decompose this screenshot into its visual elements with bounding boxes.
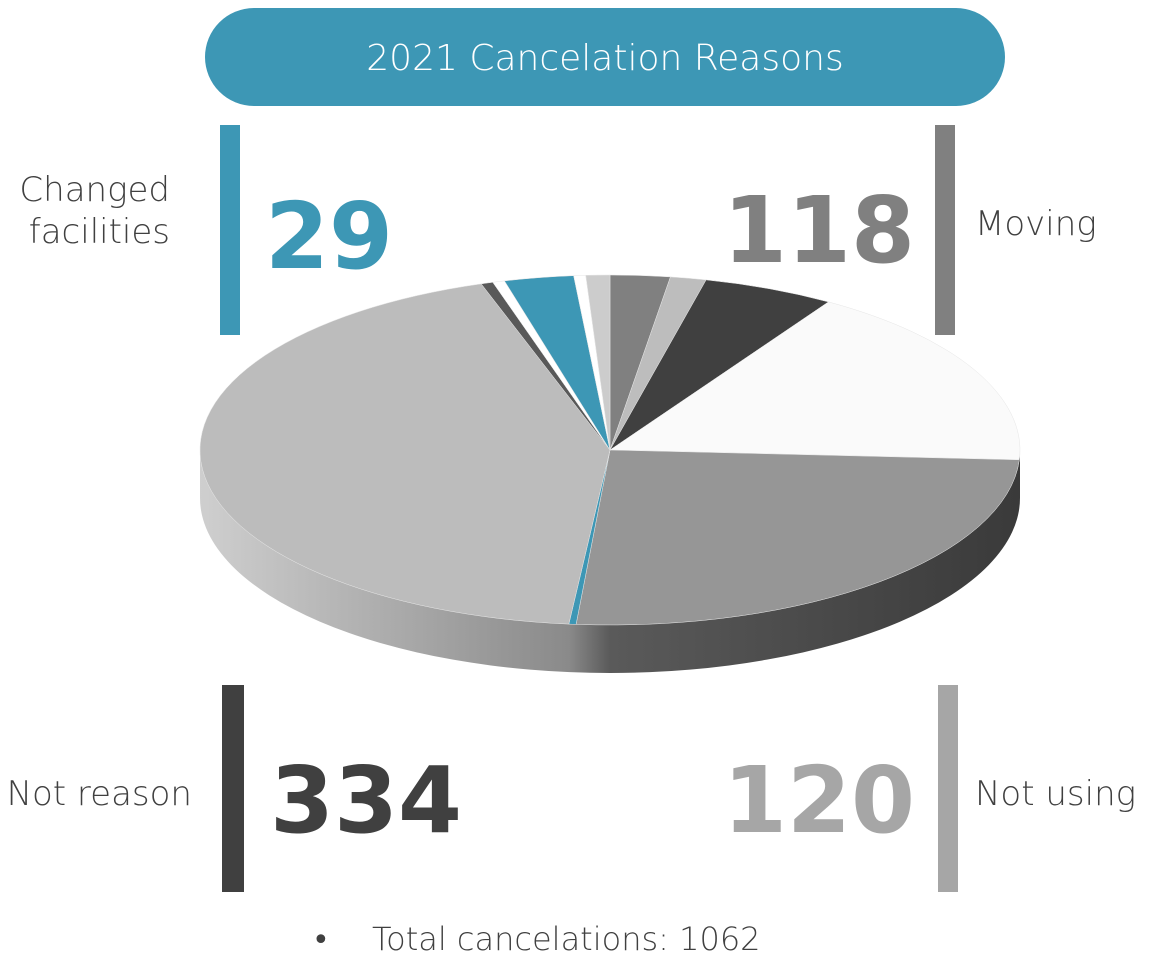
pie-slice — [585, 274, 611, 451]
pie-side — [200, 450, 1020, 673]
callout-label: Moving — [975, 204, 1097, 244]
callout-label: Changed — [19, 170, 170, 210]
callout-value: 118 — [723, 177, 915, 284]
callout-value: 120 — [723, 747, 915, 854]
callout-value: 334 — [270, 747, 462, 854]
callout-label: Not reason — [7, 774, 192, 814]
callout-label: facilities — [29, 212, 170, 252]
callout-bar — [220, 125, 240, 335]
note: Total cancelations: 1062 — [372, 920, 761, 958]
bullet: • — [312, 923, 330, 958]
callout-bar — [222, 685, 244, 892]
pie-slice — [609, 301, 1021, 461]
pie-slice — [575, 449, 1020, 626]
pie — [199, 274, 1021, 673]
callout-bar — [938, 685, 958, 892]
callout-label: Not using — [975, 774, 1136, 814]
title: 2021 Cancelation Reasons — [366, 38, 843, 79]
title-pill — [205, 8, 1005, 106]
callout-bar — [935, 125, 955, 335]
pie-slice — [199, 283, 611, 625]
callout-value: 29 — [265, 183, 393, 290]
